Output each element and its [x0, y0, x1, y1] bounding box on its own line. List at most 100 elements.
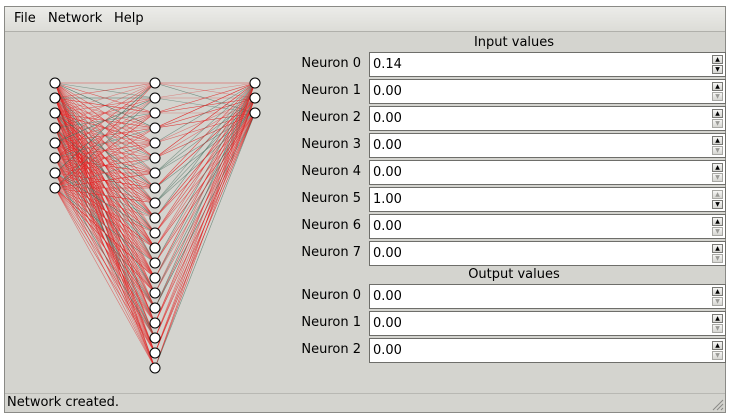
spin-down-icon[interactable]: ▼	[712, 92, 723, 101]
weight-edge	[54, 82, 156, 174]
weight-edge	[154, 112, 256, 369]
input-neuron-value-input[interactable]	[373, 191, 703, 208]
network-edges	[54, 82, 256, 369]
weight-edge	[154, 82, 256, 204]
neuron-node	[249, 107, 261, 119]
spin-up-icon[interactable]: ▲	[712, 190, 723, 199]
neuron-node	[49, 152, 61, 164]
weight-edge	[54, 187, 156, 279]
menu-bar: File Network Help	[5, 7, 725, 32]
weight-edge	[154, 82, 256, 174]
input-neuron-value-input[interactable]	[373, 245, 703, 262]
weight-edge	[54, 112, 156, 189]
weight-edge	[54, 187, 156, 294]
file-menu[interactable]: File	[14, 11, 36, 26]
spin-up-icon[interactable]: ▲	[712, 109, 723, 118]
network-diagram	[49, 77, 261, 374]
network-nodes	[49, 77, 261, 374]
weight-edge	[154, 82, 256, 264]
output-neuron-value-input[interactable]	[373, 315, 703, 332]
input-neuron-spinbox: ▲▼	[369, 133, 726, 158]
weight-edge	[54, 187, 156, 354]
neuron-node	[49, 77, 61, 89]
neuron-node	[49, 137, 61, 149]
help-menu[interactable]: Help	[114, 11, 144, 26]
neuron-node	[149, 107, 161, 119]
neuron-node	[49, 182, 61, 194]
spin-up-icon[interactable]: ▲	[712, 136, 723, 145]
input-neuron-label: Neuron 5	[301, 191, 361, 206]
input-neuron-label: Neuron 4	[301, 164, 361, 179]
weight-edge	[54, 127, 156, 189]
input-neuron-spinbox: ▲▼	[369, 214, 726, 239]
spin-down-icon[interactable]: ▼	[712, 227, 723, 236]
output-neuron-spinbox: ▲▼	[369, 311, 726, 336]
spin-up-icon[interactable]: ▲	[712, 217, 723, 226]
weight-edge	[154, 97, 256, 369]
weight-edge	[54, 97, 156, 189]
neuron-node	[49, 92, 61, 104]
output-neuron-value-input[interactable]	[373, 288, 703, 305]
weight-edge	[154, 82, 256, 159]
network-menu[interactable]: Network	[48, 11, 103, 26]
spin-up-icon[interactable]: ▲	[712, 341, 723, 350]
weight-edge	[154, 82, 256, 189]
spin-down-icon[interactable]: ▼	[712, 146, 723, 155]
spin-down-icon[interactable]: ▼	[712, 324, 723, 333]
weight-edge	[154, 82, 256, 114]
output-neuron-spinbox: ▲▼	[369, 284, 726, 309]
spin-down-icon[interactable]: ▼	[712, 254, 723, 263]
input-neuron-spinbox: ▲▼	[369, 106, 726, 131]
spin-up-icon[interactable]: ▲	[712, 244, 723, 253]
spin-down-icon[interactable]: ▼	[712, 119, 723, 128]
neuron-node	[49, 167, 61, 179]
input-neuron-label: Neuron 0	[301, 56, 361, 71]
neuron-node	[149, 197, 161, 209]
input-neuron-value-input[interactable]	[373, 164, 703, 181]
output-neuron-value-input[interactable]	[373, 342, 703, 359]
weight-edge	[154, 82, 256, 339]
weight-edge	[154, 82, 256, 354]
status-bar: Network created.	[5, 393, 725, 412]
output-values-title: Output values	[468, 267, 560, 282]
input-neuron-label: Neuron 7	[301, 245, 361, 260]
neuron-node	[149, 167, 161, 179]
weight-edge	[154, 82, 256, 279]
input-neuron-value-input[interactable]	[373, 110, 703, 127]
spin-up-icon[interactable]: ▲	[712, 163, 723, 172]
spin-up-icon[interactable]: ▲	[712, 287, 723, 296]
resize-grip-icon[interactable]	[710, 397, 724, 411]
weight-edge	[54, 82, 156, 144]
spin-down-icon[interactable]: ▼	[712, 173, 723, 182]
neuron-node	[149, 152, 161, 164]
weight-edge	[54, 187, 156, 369]
spin-down-icon[interactable]: ▼	[712, 297, 723, 306]
neuron-node	[149, 227, 161, 239]
input-neuron-value-input[interactable]	[373, 56, 703, 73]
neuron-node	[249, 92, 261, 104]
input-neuron-value-input[interactable]	[373, 137, 703, 154]
input-neuron-spinbox: ▲▼	[369, 187, 726, 212]
weight-edge	[154, 82, 256, 324]
weight-edge	[154, 82, 256, 369]
neuron-node	[149, 272, 161, 284]
input-values-title: Input values	[473, 35, 555, 50]
spin-up-icon[interactable]: ▲	[712, 314, 723, 323]
spin-down-icon[interactable]: ▼	[712, 200, 723, 209]
input-neuron-value-input[interactable]	[373, 218, 703, 235]
app-window: File Network Help Input values Neuron 0 ▲…	[4, 6, 726, 413]
spin-up-icon[interactable]: ▲	[712, 55, 723, 64]
neuron-node	[149, 317, 161, 329]
weight-edge	[154, 82, 256, 249]
input-neuron-label: Neuron 2	[301, 110, 361, 125]
weight-edge	[154, 82, 256, 129]
weight-edge	[54, 187, 156, 324]
spin-up-icon[interactable]: ▲	[712, 82, 723, 91]
weight-edge	[154, 82, 256, 219]
spin-down-icon[interactable]: ▼	[712, 351, 723, 360]
weight-edge	[54, 82, 156, 99]
input-neuron-value-input[interactable]	[373, 83, 703, 100]
status-text: Network created.	[7, 395, 120, 410]
neuron-node	[149, 362, 161, 374]
spin-down-icon[interactable]: ▼	[712, 65, 723, 74]
